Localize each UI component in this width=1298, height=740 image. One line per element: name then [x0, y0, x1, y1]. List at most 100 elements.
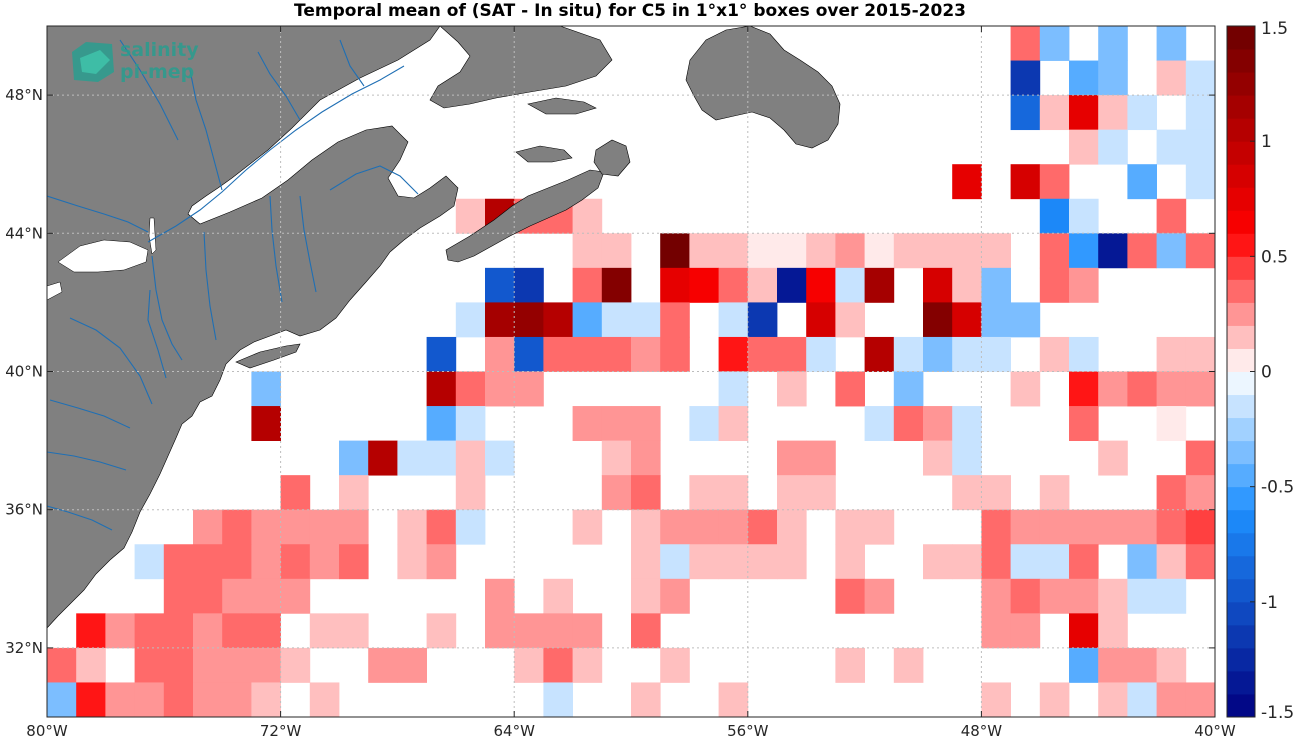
heatmap-cell: [1039, 682, 1070, 717]
heatmap-cell: [864, 509, 895, 545]
heatmap-cell: [1069, 95, 1099, 131]
heatmap-cell: [1185, 371, 1215, 407]
heatmap-cell: [163, 578, 194, 614]
heatmap-cell: [47, 682, 77, 717]
colorbar-band: [1227, 670, 1255, 695]
heatmap-cell: [1069, 613, 1099, 649]
heatmap-cell: [514, 647, 544, 683]
heatmap-cell: [1098, 233, 1128, 269]
heatmap-cell: [952, 302, 982, 338]
heatmap-cell: [1185, 475, 1215, 511]
heatmap-cell: [631, 682, 661, 717]
heatmap-cell: [952, 475, 982, 511]
heatmap-cell: [1010, 26, 1041, 61]
colorbar-band: [1227, 555, 1255, 580]
heatmap-cell: [426, 509, 457, 545]
heatmap-cell: [1127, 578, 1157, 614]
heatmap-cell: [835, 267, 865, 303]
y-tick-label: 44°N: [5, 224, 43, 242]
colorbar-tick-label: -0.5: [1261, 478, 1294, 498]
heatmap-cell: [426, 440, 457, 476]
heatmap-cell: [455, 406, 486, 441]
heatmap-cell: [1127, 95, 1157, 131]
heatmap-cell: [718, 544, 749, 580]
heatmap-cell: [747, 267, 778, 303]
heatmap-cell: [339, 613, 369, 649]
colorbar-band: [1227, 72, 1255, 96]
heatmap-cell: [572, 509, 603, 545]
heatmap-cell: [660, 647, 690, 683]
heatmap-cell: [864, 233, 895, 269]
heatmap-cell: [689, 509, 719, 545]
heatmap-cell: [222, 544, 252, 580]
x-tick-label: 40°W: [1194, 722, 1236, 740]
heatmap-cell: [601, 475, 632, 511]
heatmap-cell: [1156, 578, 1187, 614]
heatmap-cell: [134, 647, 165, 683]
heatmap-cell: [222, 509, 252, 545]
y-tick-label: 40°N: [5, 363, 43, 381]
heatmap-cell: [485, 371, 515, 407]
heatmap-cell: [1156, 475, 1187, 511]
heatmap-cell: [514, 371, 544, 407]
heatmap-cell: [1156, 26, 1187, 61]
heatmap-cell: [1098, 509, 1128, 545]
st-lawrence-river: [147, 65, 405, 243]
heatmap-cell: [981, 233, 1011, 269]
colorbar-band: [1227, 256, 1255, 280]
heatmap-cell: [601, 406, 632, 441]
heatmap-cell: [1098, 60, 1128, 96]
heatmap-cell: [1127, 233, 1157, 269]
heatmap-cell: [105, 682, 135, 717]
heatmap-cell: [747, 302, 778, 338]
heatmap-cell: [1156, 60, 1187, 96]
heatmap-cell: [835, 509, 865, 545]
heatmap-cell: [251, 578, 281, 614]
heatmap-cell: [893, 406, 924, 441]
heatmap-cell: [193, 682, 223, 717]
heatmap-cell: [835, 544, 865, 580]
heatmap-cell: [952, 233, 982, 269]
colorbar-band: [1227, 440, 1255, 465]
heatmap-cell: [631, 302, 661, 338]
heatmap-cell: [193, 613, 223, 649]
heatmap-cell: [660, 509, 690, 545]
x-tick-label: 56°W: [727, 722, 769, 740]
heatmap-cell: [339, 509, 369, 545]
heatmap-cell: [1098, 578, 1128, 614]
colorbar-band: [1227, 49, 1255, 73]
colorbar-tick-label: -1: [1261, 593, 1278, 613]
cape-breton-land: [593, 139, 631, 177]
heatmap-cell: [514, 302, 544, 338]
heatmap-cell: [601, 302, 632, 338]
heatmap-cell: [981, 544, 1011, 580]
heatmap-cell: [893, 233, 924, 269]
heatmap-cell: [572, 613, 603, 649]
heatmap-cell: [251, 682, 281, 717]
heatmap-cell: [222, 682, 252, 717]
heatmap-cell: [368, 440, 398, 476]
heatmap-cell: [105, 613, 135, 649]
heatmap-cell: [923, 544, 953, 580]
heatmap-cell: [426, 336, 457, 372]
heatmap-cell: [1156, 129, 1187, 165]
heatmap-cell: [835, 578, 865, 614]
salinity-pimep-logo: salinity pi-mep: [72, 39, 199, 83]
heatmap-cell: [747, 233, 778, 269]
heatmap-cell: [485, 440, 515, 476]
north-america-land: [47, 26, 459, 629]
heatmap-cell: [1039, 267, 1070, 303]
heatmap-cell: [718, 682, 749, 717]
heatmap-cell: [543, 647, 573, 683]
heatmap-cell: [163, 613, 194, 649]
heatmap-cell: [601, 440, 632, 476]
heatmap-cell: [514, 613, 544, 649]
heatmap-cell: [952, 164, 982, 200]
heatmap-cell: [339, 440, 369, 476]
colorbar-band: [1227, 95, 1255, 119]
heatmap-cell: [952, 267, 982, 303]
heatmap-cell: [1185, 440, 1215, 476]
colorbar-band: [1227, 302, 1255, 326]
heatmap-cell: [368, 647, 398, 683]
heatmap-cell: [76, 682, 106, 717]
